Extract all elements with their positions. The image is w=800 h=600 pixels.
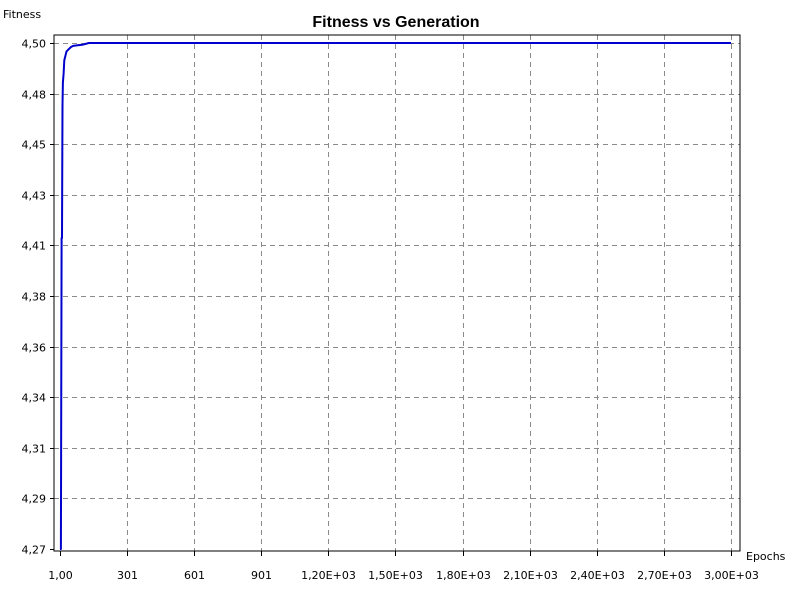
y-axis-title: Fitness (3, 8, 41, 21)
plot-frame (53, 34, 741, 552)
y-tick-label: 4,38 (22, 291, 47, 304)
x-tick-label: 601 (184, 569, 205, 582)
x-tick-label: 1,00 (48, 569, 73, 582)
y-tick-label: 4,43 (22, 190, 47, 203)
y-tick-label: 4,31 (22, 443, 47, 456)
y-tick-label: 4,27 (22, 544, 47, 557)
y-tick-label: 4,45 (22, 139, 47, 152)
x-tick-label: 1,20E+03 (301, 569, 356, 582)
x-tick-label: 3,00E+03 (704, 569, 759, 582)
axis-ticks: 4,27 4,29 4,31 4,34 4,36 4,38 4,41 4,43 4,45 4,48… (22, 38, 759, 583)
y-tick-label: 4,29 (22, 493, 47, 506)
y-tick-label: 4,48 (22, 89, 47, 102)
gridlines (54, 35, 740, 551)
y-tick-label: 4,36 (22, 342, 47, 355)
x-tick-label: 901 (251, 569, 272, 582)
x-tick-label: 1,80E+03 (436, 569, 491, 582)
x-tick-label: 1,50E+03 (368, 569, 423, 582)
x-axis-title: Epochs (746, 550, 786, 563)
x-tick-label: 2,70E+03 (637, 569, 692, 582)
x-tick-label: 2,10E+03 (503, 569, 558, 582)
x-tick-label: 2,40E+03 (570, 569, 625, 582)
chart-title: Fitness vs Generation (312, 14, 479, 31)
x-tick-label: 301 (117, 569, 138, 582)
y-tick-label: 4,41 (22, 240, 47, 253)
y-tick-label: 4,34 (22, 392, 47, 405)
fitness-series-line (59, 42, 731, 550)
y-tick-label: 4,50 (22, 38, 47, 51)
series-layer (59, 42, 731, 550)
